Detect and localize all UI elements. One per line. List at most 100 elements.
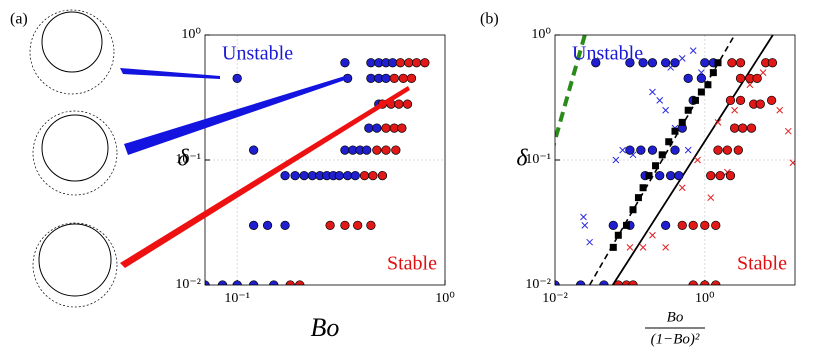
point (280, 170, 290, 181)
point (411, 58, 422, 68)
point (398, 73, 408, 83)
point (372, 123, 382, 133)
point (639, 184, 647, 192)
point (406, 73, 417, 83)
point (248, 145, 259, 155)
point (689, 47, 697, 54)
x-axis-label-denominator: (1−Bo)² (651, 331, 700, 347)
y-axis-label: δ (177, 146, 189, 172)
point (622, 221, 630, 229)
marks (205, 58, 430, 285)
point (205, 280, 210, 285)
point (232, 73, 242, 83)
point (389, 73, 399, 83)
x-axis-label: Bo (311, 313, 340, 342)
point (420, 58, 430, 68)
point (599, 280, 609, 285)
point (784, 127, 792, 135)
point (232, 280, 242, 285)
x-tick-label: 10⁻² (542, 291, 568, 306)
point (366, 73, 376, 83)
point (377, 170, 388, 181)
point (678, 184, 686, 192)
point (707, 194, 715, 201)
point (729, 123, 740, 133)
point (658, 151, 666, 159)
point (649, 88, 656, 96)
point (666, 170, 676, 181)
point (700, 58, 710, 68)
panel: 10⁻² 10⁻¹ 10⁰ 10⁻¹ 10⁰ Unstable Stable (a) δ Bo (10, 11, 455, 342)
annotation: Unstable (222, 43, 293, 65)
point (674, 170, 684, 181)
point (678, 118, 686, 126)
point (628, 280, 638, 285)
point (626, 244, 634, 251)
point (713, 145, 723, 155)
point (755, 99, 765, 109)
point (325, 220, 335, 231)
point (353, 220, 363, 231)
point (700, 220, 710, 231)
point (636, 145, 646, 155)
point (614, 231, 622, 239)
point (714, 59, 722, 67)
point (684, 106, 692, 114)
panel: 10⁻² 10⁻¹ 10⁰ 10⁻² 10⁰ Unstable Stable (b) δ Bo (1… (480, 11, 796, 347)
fit-line (555, 35, 587, 148)
point (394, 99, 404, 109)
point (404, 58, 414, 68)
point (683, 73, 693, 83)
panel-label: (a) (10, 11, 28, 28)
point (217, 280, 228, 285)
point (662, 244, 669, 251)
point (638, 58, 648, 68)
point (625, 58, 635, 68)
point (660, 58, 671, 68)
point (625, 145, 635, 155)
point (660, 220, 671, 231)
axes-frame (554, 34, 796, 286)
point (649, 231, 656, 239)
point (725, 95, 736, 106)
point (388, 58, 398, 68)
point (581, 222, 589, 229)
point (269, 280, 279, 285)
point (397, 123, 407, 133)
point (248, 280, 259, 285)
point (391, 145, 401, 155)
point (725, 170, 736, 181)
point (368, 170, 378, 181)
point (334, 170, 344, 181)
point (381, 73, 391, 83)
point (767, 58, 778, 68)
point (647, 58, 658, 68)
point (711, 220, 721, 231)
point (670, 145, 680, 155)
point (340, 145, 350, 155)
point (759, 69, 767, 76)
point (704, 81, 712, 89)
point (697, 88, 705, 96)
point (652, 162, 660, 170)
point (350, 170, 360, 181)
insets (29, 9, 118, 308)
point (714, 119, 722, 126)
point (677, 220, 687, 231)
point (402, 99, 413, 109)
point (290, 170, 300, 181)
point (688, 220, 698, 231)
x-axis-label-numerator: Bo (667, 309, 684, 325)
y-axis-label: δ (516, 146, 528, 172)
point (715, 170, 725, 181)
point (706, 170, 716, 181)
point (364, 123, 374, 133)
point (700, 280, 710, 285)
annotation: Stable (387, 253, 437, 275)
point (688, 280, 698, 285)
point (733, 145, 743, 155)
annotation: Stable (737, 253, 787, 275)
annotation: Unstable (572, 43, 643, 65)
point (280, 220, 290, 231)
